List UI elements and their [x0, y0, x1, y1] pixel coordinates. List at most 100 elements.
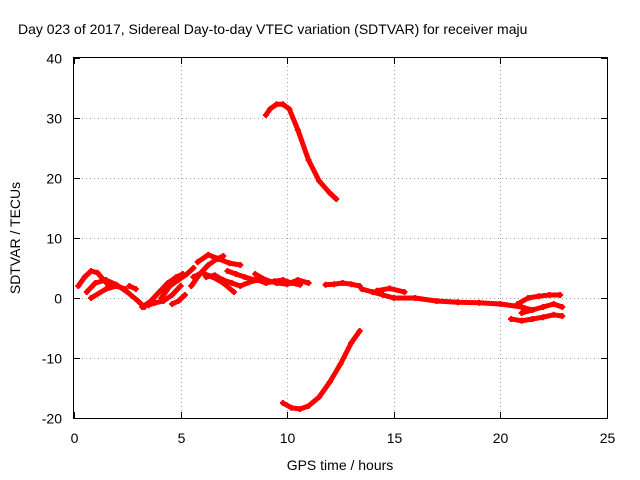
- grid: [74, 58, 607, 418]
- data-point: [331, 281, 338, 288]
- data-point: [122, 286, 129, 292]
- data-point: [518, 304, 525, 310]
- data-point: [296, 406, 303, 412]
- data-point: [373, 287, 380, 294]
- data-point: [156, 289, 163, 295]
- series-line: [88, 283, 128, 301]
- series-layer: [75, 101, 566, 412]
- data-point: [152, 299, 159, 306]
- data-point: [134, 298, 141, 304]
- x-tick-label: 0: [71, 430, 79, 446]
- data-point: [284, 281, 291, 288]
- data-point: [337, 361, 344, 367]
- y-tick-label: -20: [42, 411, 62, 427]
- data-point: [356, 328, 363, 334]
- chart-title: Day 023 of 2017, Sidereal Day-to-day VTE…: [18, 21, 527, 37]
- data-point: [92, 280, 99, 286]
- data-point: [380, 292, 387, 298]
- series-arc-o: [294, 277, 312, 286]
- data-point: [113, 283, 120, 289]
- series-arc-s: [508, 311, 566, 324]
- data-point: [305, 157, 312, 163]
- data-point: [126, 283, 133, 289]
- data-point: [132, 286, 139, 292]
- series-arc-q: [358, 286, 536, 313]
- y-tick-labels: -20 -10 0 10 20 30 40: [42, 51, 62, 427]
- y-tick-label: 30: [46, 111, 62, 127]
- series-arc-u: [518, 301, 566, 316]
- series-arc-d: [126, 283, 139, 292]
- data-point: [205, 262, 212, 268]
- x-axis-label: GPS time / hours: [287, 457, 394, 473]
- data-point: [339, 280, 346, 286]
- data-point: [433, 298, 440, 304]
- series-arc-t: [514, 292, 564, 307]
- data-point: [316, 178, 323, 184]
- data-point: [205, 251, 212, 258]
- data-point: [252, 271, 259, 277]
- data-point: [348, 340, 355, 346]
- data-point: [183, 271, 190, 277]
- data-point: [550, 301, 557, 307]
- x-tick-label: 5: [178, 430, 186, 446]
- series-arc-c: [88, 283, 129, 301]
- data-point: [557, 292, 564, 298]
- y-tick-label: 20: [46, 171, 62, 187]
- data-point: [358, 286, 365, 292]
- data-point: [529, 316, 536, 322]
- series-line: [263, 101, 339, 202]
- series-arc-j: [194, 251, 244, 268]
- data-point: [294, 277, 301, 283]
- data-point: [262, 277, 269, 283]
- data-point: [326, 379, 333, 385]
- data-point: [139, 304, 146, 310]
- series-arc-v: [262, 101, 340, 202]
- data-point: [273, 280, 280, 286]
- y-tick-label: 40: [46, 51, 62, 67]
- data-point: [190, 265, 197, 271]
- data-point: [348, 281, 355, 288]
- data-point: [508, 316, 515, 322]
- data-point: [525, 295, 532, 301]
- x-tick-label: 10: [280, 430, 296, 446]
- data-point: [194, 259, 201, 265]
- data-point: [241, 274, 248, 280]
- data-point: [386, 285, 393, 292]
- data-point: [316, 394, 323, 400]
- data-point: [401, 289, 408, 295]
- series-arc-g: [158, 265, 197, 301]
- data-point: [226, 260, 233, 267]
- data-point: [228, 280, 235, 286]
- y-tick-label: 0: [54, 291, 62, 307]
- plot-frame: [73, 57, 608, 419]
- data-point: [518, 317, 525, 324]
- data-point: [279, 101, 286, 108]
- data-point: [535, 293, 542, 300]
- data-point: [230, 289, 237, 295]
- data-point: [286, 106, 293, 112]
- data-point: [305, 280, 312, 286]
- data-point: [190, 274, 197, 280]
- data-point: [175, 298, 182, 304]
- data-point: [322, 281, 329, 288]
- data-point: [88, 268, 95, 274]
- y-axis-label: SDTVAR / TECUs: [7, 182, 23, 294]
- data-point: [267, 106, 274, 112]
- data-point: [83, 289, 90, 295]
- data-point: [326, 190, 333, 196]
- series-arc-r: [373, 285, 408, 295]
- data-point: [215, 256, 222, 262]
- data-point: [237, 262, 244, 268]
- data-point: [540, 314, 547, 321]
- data-point: [412, 295, 419, 301]
- data-point: [294, 127, 301, 133]
- data-point: [233, 271, 240, 277]
- data-point: [88, 295, 95, 301]
- data-point: [175, 277, 182, 283]
- data-point: [305, 403, 312, 409]
- data-point: [145, 302, 152, 309]
- data-point: [279, 400, 286, 406]
- y-tick-label: -10: [42, 351, 62, 367]
- data-point: [333, 196, 340, 202]
